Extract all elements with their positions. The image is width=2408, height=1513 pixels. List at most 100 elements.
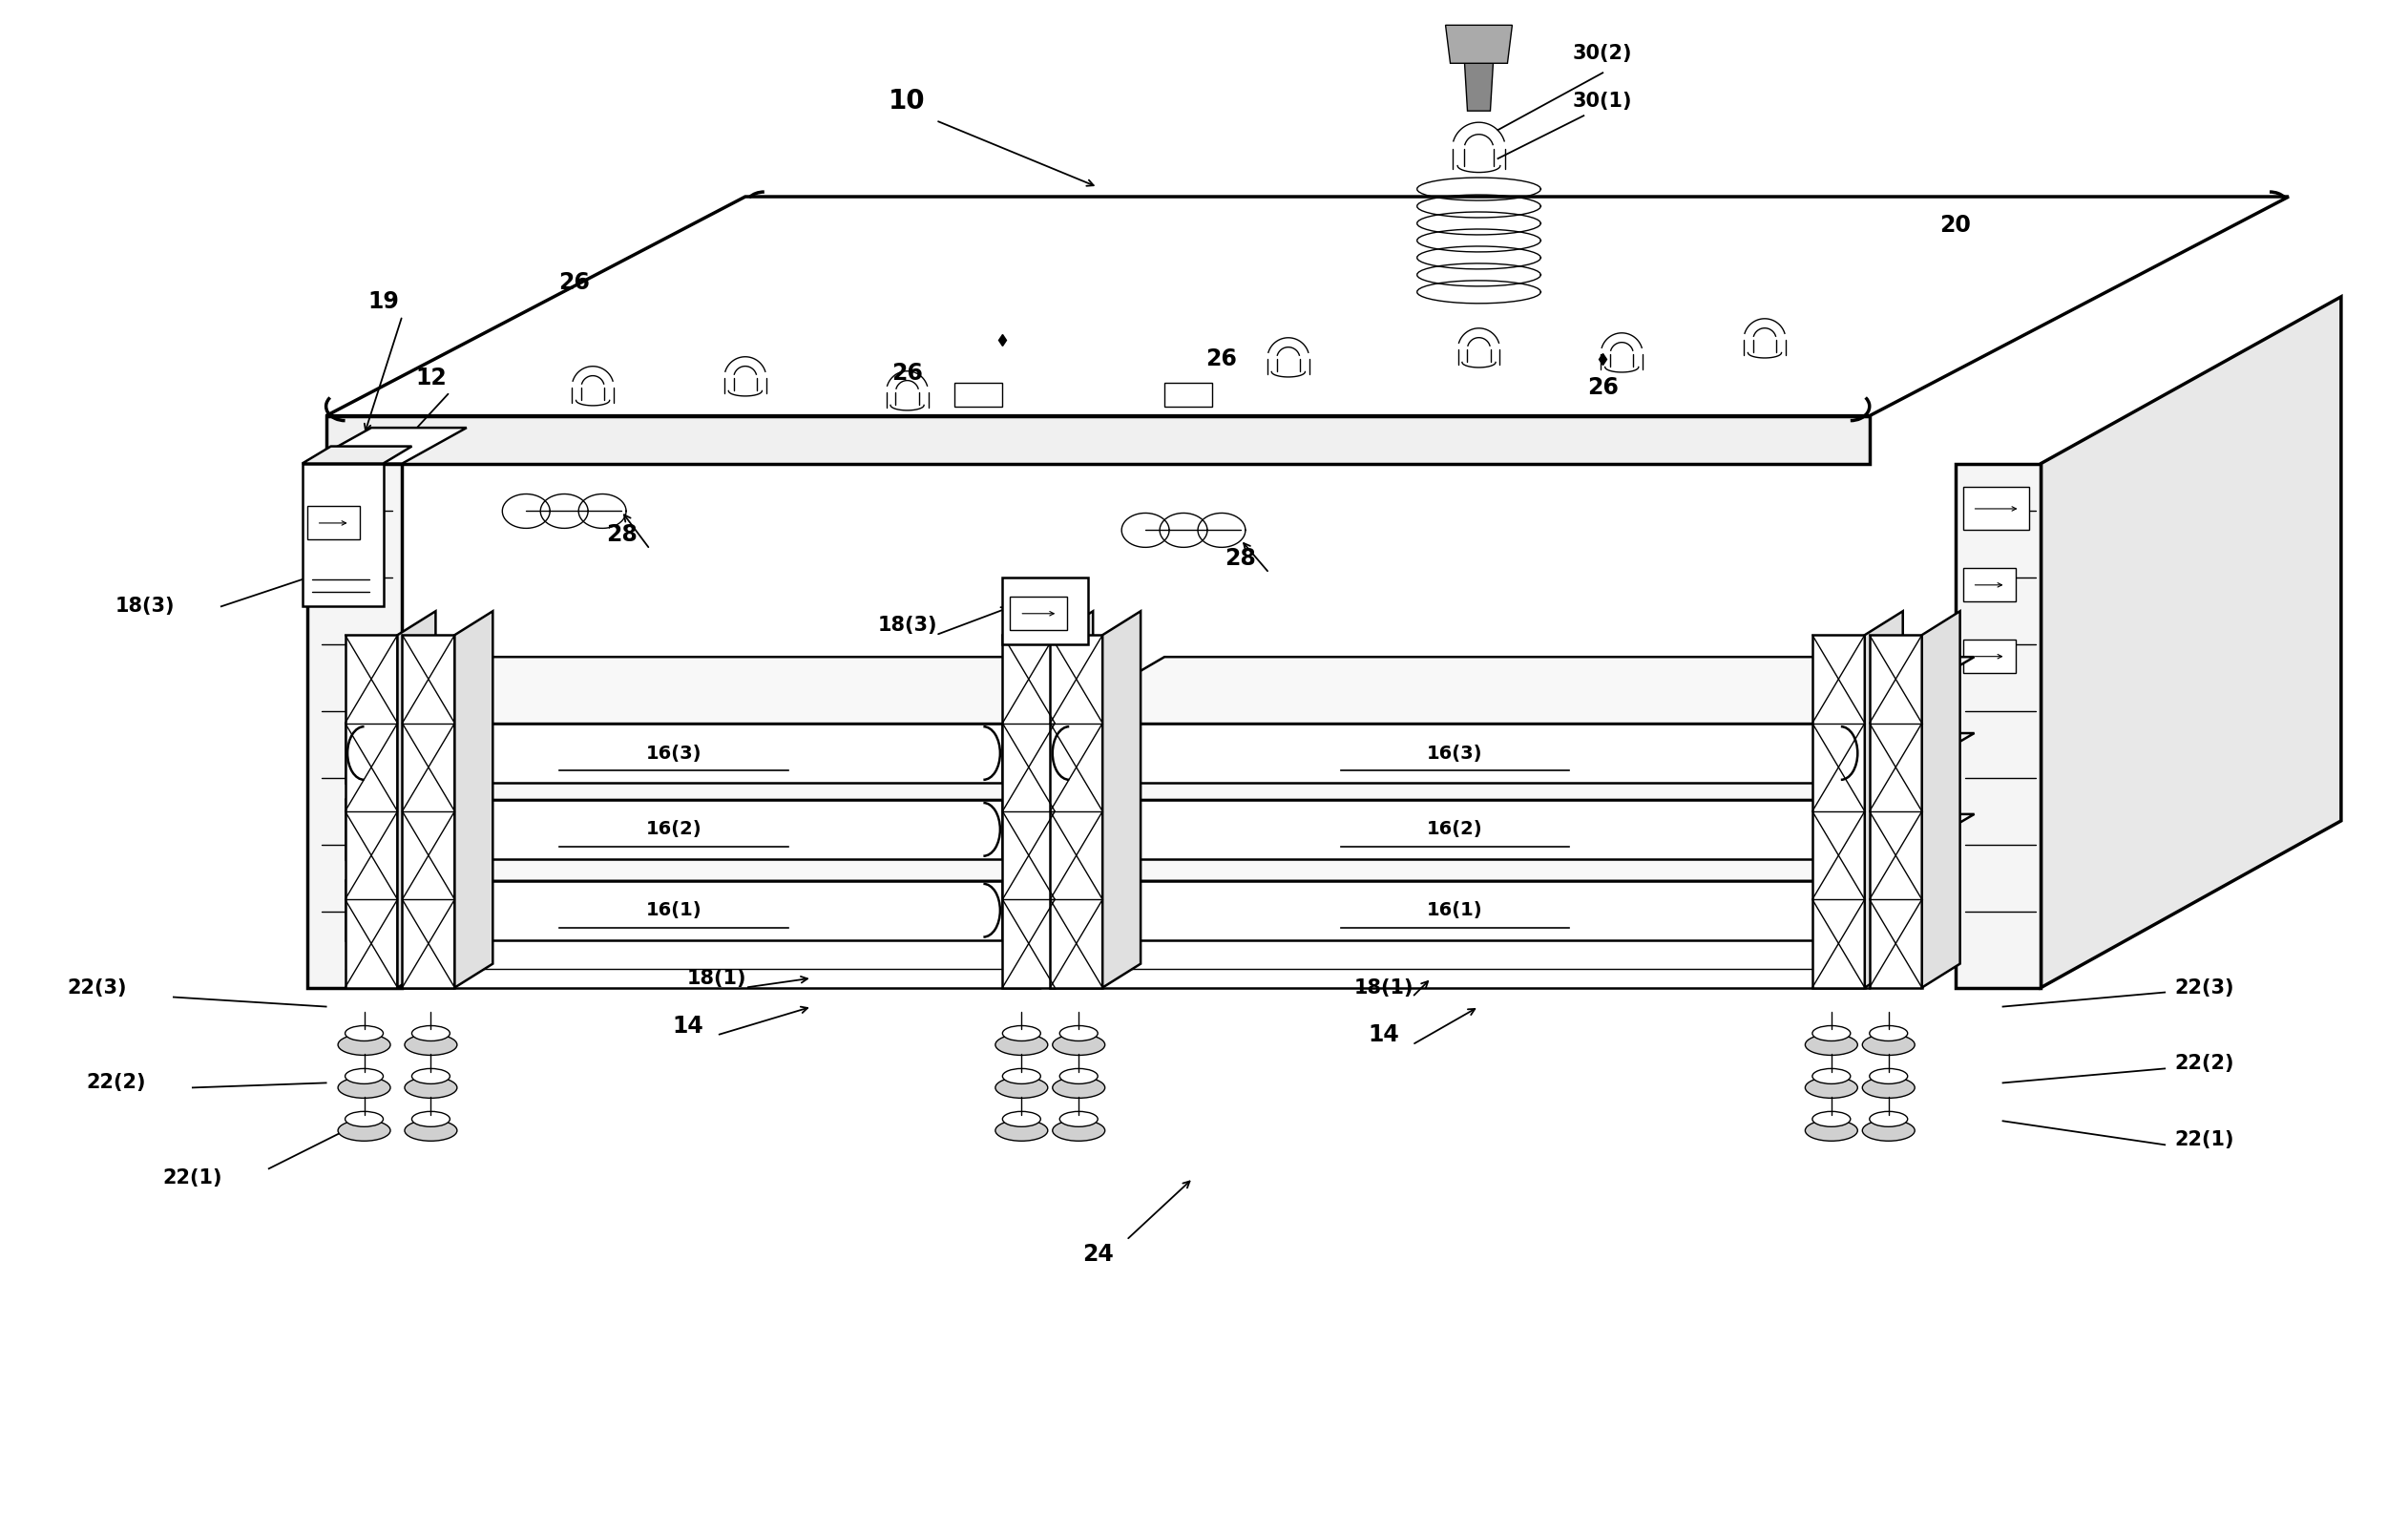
Ellipse shape — [344, 1112, 383, 1127]
Ellipse shape — [412, 1068, 450, 1083]
Ellipse shape — [1869, 1026, 1907, 1041]
Text: 12: 12 — [414, 366, 445, 389]
Polygon shape — [1050, 657, 1975, 723]
Polygon shape — [315, 569, 366, 602]
Polygon shape — [1103, 611, 1141, 988]
Text: 24: 24 — [1081, 1244, 1112, 1266]
Ellipse shape — [1806, 1077, 1857, 1098]
Ellipse shape — [1806, 1035, 1857, 1055]
Text: 26: 26 — [1587, 375, 1618, 399]
Ellipse shape — [1806, 1120, 1857, 1141]
Text: 16(3): 16(3) — [1428, 744, 1483, 763]
Polygon shape — [344, 800, 1002, 859]
Ellipse shape — [1813, 1026, 1849, 1041]
Ellipse shape — [405, 1035, 458, 1055]
Polygon shape — [1445, 26, 1512, 64]
Text: 21: 21 — [2146, 528, 2177, 551]
Text: 18(3): 18(3) — [877, 616, 937, 635]
Ellipse shape — [1869, 1068, 1907, 1083]
Polygon shape — [306, 428, 467, 463]
Ellipse shape — [1052, 1120, 1105, 1141]
Ellipse shape — [405, 1120, 458, 1141]
Polygon shape — [1050, 635, 1103, 988]
Ellipse shape — [995, 1120, 1047, 1141]
Polygon shape — [956, 383, 1002, 407]
Text: 18(3): 18(3) — [2174, 625, 2235, 645]
Polygon shape — [344, 723, 1002, 782]
Ellipse shape — [405, 1077, 458, 1098]
Polygon shape — [1869, 635, 1922, 988]
Text: 30(2): 30(2) — [1572, 44, 1633, 64]
Polygon shape — [1963, 640, 2015, 673]
Polygon shape — [344, 657, 1117, 723]
Polygon shape — [1050, 881, 1859, 940]
Text: 22(3): 22(3) — [67, 977, 128, 997]
Text: 18(1): 18(1) — [1353, 977, 1413, 997]
Text: 30(1): 30(1) — [1572, 92, 1633, 110]
Ellipse shape — [1861, 1120, 1914, 1141]
Polygon shape — [1055, 611, 1093, 988]
Text: 26: 26 — [891, 362, 922, 384]
Polygon shape — [455, 611, 494, 988]
Polygon shape — [306, 507, 359, 540]
Ellipse shape — [1060, 1068, 1098, 1083]
Text: 18(1): 18(1) — [2174, 740, 2235, 760]
Polygon shape — [1963, 569, 2015, 602]
Text: 18(3): 18(3) — [116, 596, 176, 616]
Text: 26: 26 — [1206, 346, 1238, 371]
Ellipse shape — [1861, 1035, 1914, 1055]
Ellipse shape — [995, 1077, 1047, 1098]
Text: 22(2): 22(2) — [87, 1073, 147, 1092]
Polygon shape — [303, 463, 383, 607]
Text: 18(1): 18(1) — [686, 968, 746, 988]
Polygon shape — [306, 463, 402, 988]
Ellipse shape — [995, 1035, 1047, 1055]
Text: 22(2): 22(2) — [2174, 1055, 2235, 1073]
Text: 20: 20 — [1938, 213, 1970, 236]
Polygon shape — [1050, 723, 1859, 782]
Text: 16(1): 16(1) — [645, 902, 701, 920]
Text: 28: 28 — [607, 523, 638, 546]
Ellipse shape — [1052, 1077, 1105, 1098]
Polygon shape — [1864, 611, 1902, 988]
Polygon shape — [1050, 734, 1975, 800]
Text: 14: 14 — [672, 1014, 703, 1036]
Text: 14: 14 — [1368, 1024, 1399, 1047]
Ellipse shape — [1002, 1112, 1040, 1127]
Ellipse shape — [344, 1068, 383, 1083]
Polygon shape — [344, 881, 1002, 940]
Polygon shape — [1002, 578, 1088, 645]
Polygon shape — [325, 416, 1869, 463]
Text: 18(2): 18(2) — [2174, 682, 2235, 702]
Ellipse shape — [1813, 1112, 1849, 1127]
Text: 26: 26 — [559, 271, 590, 294]
Polygon shape — [397, 611, 436, 988]
Polygon shape — [1002, 635, 1055, 988]
Text: 22(1): 22(1) — [164, 1168, 222, 1188]
Ellipse shape — [1002, 1068, 1040, 1083]
Polygon shape — [402, 635, 455, 988]
Text: 10: 10 — [889, 88, 925, 115]
Polygon shape — [303, 446, 412, 463]
Polygon shape — [344, 734, 1117, 800]
Ellipse shape — [337, 1120, 390, 1141]
Polygon shape — [1050, 800, 1859, 859]
Text: 16(2): 16(2) — [645, 820, 701, 838]
Ellipse shape — [344, 1026, 383, 1041]
Text: 16(2): 16(2) — [1428, 820, 1483, 838]
Polygon shape — [315, 487, 380, 530]
Polygon shape — [1464, 64, 1493, 110]
Text: 28: 28 — [1226, 548, 1257, 570]
Polygon shape — [1165, 383, 1211, 407]
Polygon shape — [1813, 635, 1864, 988]
Text: 16(1): 16(1) — [1428, 902, 1483, 920]
Polygon shape — [344, 814, 1117, 881]
Polygon shape — [2042, 297, 2341, 988]
Text: 19: 19 — [368, 290, 400, 313]
Ellipse shape — [1002, 1026, 1040, 1041]
Polygon shape — [1050, 814, 1975, 881]
Polygon shape — [1963, 487, 2030, 530]
Ellipse shape — [412, 1026, 450, 1041]
Polygon shape — [1955, 463, 2042, 988]
Text: 16(3): 16(3) — [645, 744, 701, 763]
